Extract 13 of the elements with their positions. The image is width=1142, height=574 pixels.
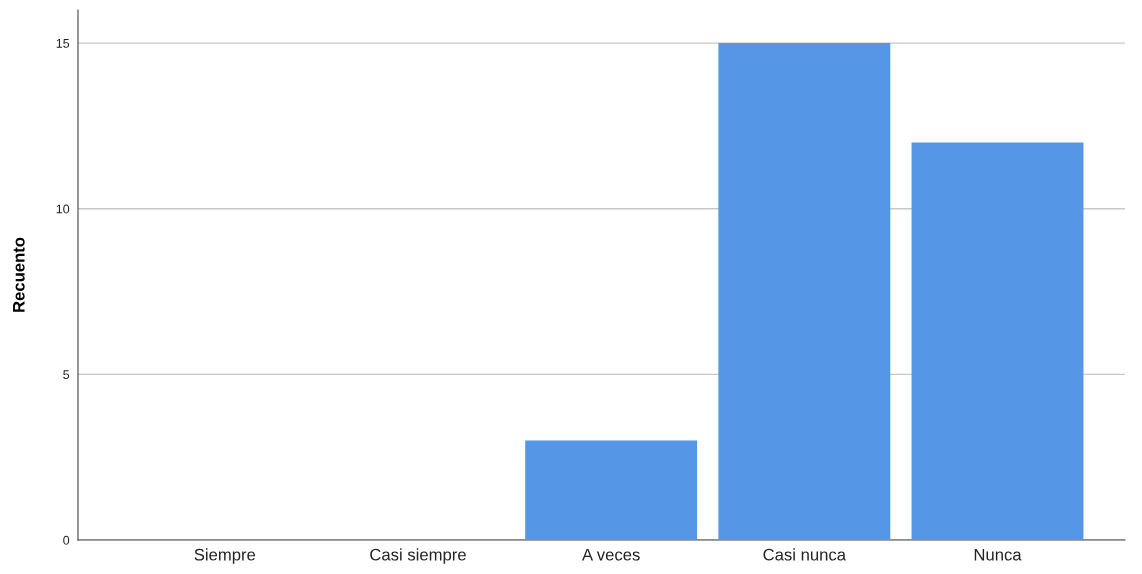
bar bbox=[525, 440, 698, 540]
x-tick-label: A veces bbox=[582, 548, 640, 561]
bar bbox=[718, 43, 891, 540]
y-tick-label: 5 bbox=[63, 370, 70, 380]
bar bbox=[911, 142, 1084, 540]
y-tick-label: 15 bbox=[56, 39, 70, 48]
y-tick-label: 0 bbox=[63, 535, 70, 545]
x-tick-label: Casi siempre bbox=[370, 548, 466, 564]
x-tick-label: Casi nunca bbox=[763, 548, 847, 561]
x-tick-label: Nunca bbox=[974, 548, 1022, 561]
y-axis-title: Recuento bbox=[13, 237, 25, 312]
x-tick-label: Siempre bbox=[194, 548, 256, 564]
y-tick-label: 10 bbox=[56, 204, 70, 214]
